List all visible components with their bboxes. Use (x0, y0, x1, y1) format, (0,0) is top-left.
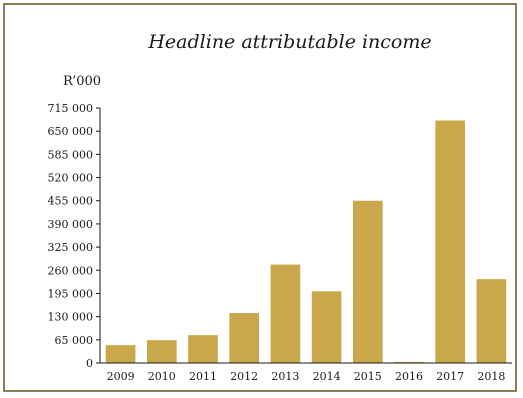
chart-title: Headline attributable income (147, 31, 431, 53)
y-tick-label: 260 000 (48, 264, 94, 277)
x-axis: 2009 2010 2011 2012 2013 2014 2015 2016 2017 2018 (100, 362, 512, 383)
x-tick-label: 2009 (107, 370, 135, 383)
y-tick-label: 455 000 (48, 195, 94, 208)
x-tick-label: 2010 (148, 370, 176, 383)
chart-frame (3, 3, 517, 392)
x-tick-label: 2013 (271, 370, 299, 383)
bar-2018 (476, 279, 507, 363)
y-tick-label: 65 000 (55, 334, 94, 347)
y-unit-label: R’000 (63, 74, 101, 89)
x-tick-label: 2011 (189, 370, 217, 383)
y-tick-label: 130 000 (48, 311, 94, 324)
x-tick-label: 2012 (230, 370, 258, 383)
bar-2013 (270, 264, 301, 363)
bar-2016 (394, 361, 424, 363)
x-tick-label: 2014 (313, 370, 341, 383)
bar-2010 (146, 340, 177, 363)
x-tick-label: 2017 (436, 370, 464, 383)
y-tick-label: 195 000 (48, 287, 94, 300)
y-tick-label: 520 000 (48, 172, 94, 185)
y-tick-label: 0 (86, 357, 93, 370)
x-tick-label: 2015 (354, 370, 382, 383)
x-tick-label: 2018 (477, 370, 505, 383)
x-tick-label: 2016 (395, 370, 423, 383)
bar-2012 (229, 313, 260, 363)
y-tick-label: 325 000 (48, 241, 94, 254)
bar-2017 (435, 120, 466, 364)
bar-2011 (188, 335, 218, 363)
y-axis: 0 65 000 130 000 195 000 260 000 325 000 390 0… (48, 102, 101, 370)
bar-2014 (311, 291, 342, 363)
y-tick-label: 585 000 (48, 148, 94, 161)
bar-2009 (105, 345, 136, 363)
bars (105, 120, 507, 364)
bar-2015 (352, 200, 383, 363)
y-tick-label: 650 000 (48, 125, 94, 138)
y-tick-label: 390 000 (48, 218, 94, 231)
y-tick-label: 715 000 (48, 102, 94, 115)
